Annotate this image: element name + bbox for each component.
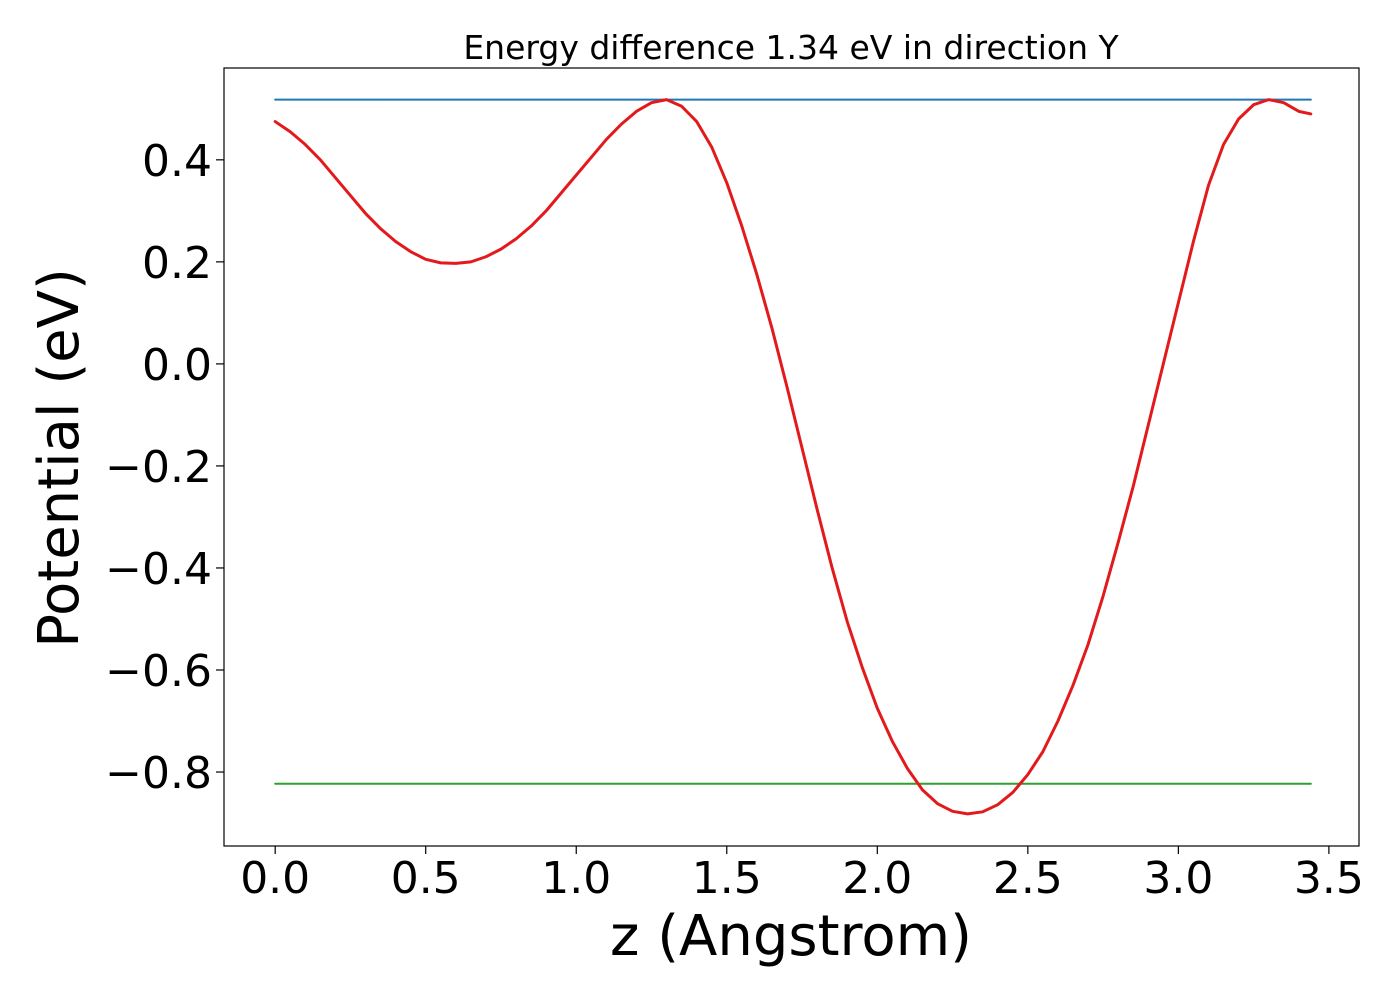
y-tick-label: −0.8 [105,748,212,799]
y-tick-label: −0.2 [105,442,212,493]
y-axis: 0.4 0.2 0.0 −0.2 −0.4 −0.6 −0.8 [105,136,224,799]
y-axis-title: Potential (eV) [27,268,92,648]
x-tick-label: 1.0 [541,853,611,904]
y-tick-label: −0.6 [105,646,212,697]
x-tick-label: 3.0 [1143,853,1213,904]
y-tick-label: 0.2 [142,238,212,289]
x-axis: 0.0 0.5 1.0 1.5 2.0 2.5 3.0 3.5 [240,846,1364,904]
y-tick-label: 0.0 [142,340,212,391]
series-line-1 [273,98,1313,816]
x-axis-title: z (Angstrom) [610,904,972,969]
plot-frame [223,67,1360,847]
x-tick-label: 0.0 [240,853,310,904]
x-tick-label: 0.5 [391,853,461,904]
y-tick-label: 0.4 [142,136,212,187]
x-tick-label: 3.5 [1294,853,1364,904]
plot-area [273,98,1313,816]
x-tick-label: 1.5 [692,853,762,904]
chart-title: Energy difference 1.34 eV in direction Y [463,28,1119,67]
y-tick-label: −0.4 [105,544,212,595]
x-tick-label: 2.5 [993,853,1063,904]
x-tick-label: 2.0 [842,853,912,904]
